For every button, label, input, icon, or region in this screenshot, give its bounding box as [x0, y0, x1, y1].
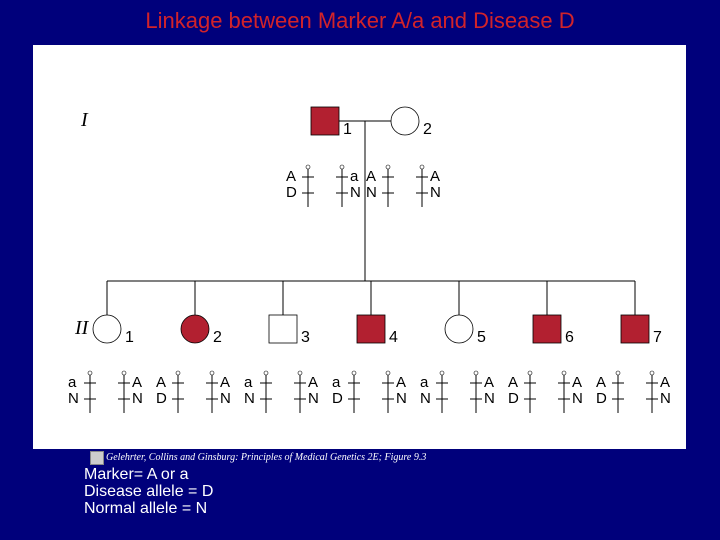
- allele-label: a: [332, 374, 340, 391]
- allele-label: A: [366, 168, 376, 185]
- allele-label: N: [350, 184, 361, 201]
- allele-label: A: [286, 168, 296, 185]
- slide-stage: Linkage between Marker A/a and Disease D…: [0, 0, 720, 540]
- allele-label: A: [596, 374, 606, 391]
- allele-label: A: [430, 168, 440, 185]
- allele-label: A: [396, 374, 406, 391]
- allele-label: N: [132, 390, 143, 407]
- person-number: 5: [477, 329, 486, 347]
- allele-label: D: [508, 390, 519, 407]
- allele-label: D: [156, 390, 167, 407]
- allele-label: a: [68, 374, 76, 391]
- citation-icon: [90, 451, 104, 465]
- allele-label: a: [420, 374, 428, 391]
- person-number: 1: [125, 329, 134, 347]
- allele-label: N: [484, 390, 495, 407]
- person-number: 2: [213, 329, 222, 347]
- person-number: 2: [423, 121, 432, 139]
- allele-label: N: [244, 390, 255, 407]
- generation-label: II: [75, 317, 88, 340]
- pedigree-canvas: III1AaDN2AANN1aANN2AADN3aANN4aADN5aANN6A…: [33, 45, 686, 449]
- person-number: 3: [301, 329, 310, 347]
- allele-label: A: [484, 374, 494, 391]
- allele-label: N: [220, 390, 231, 407]
- person-number: 6: [565, 329, 574, 347]
- allele-label: N: [572, 390, 583, 407]
- generation-label: I: [81, 109, 88, 132]
- caption-line: Marker= A or a: [84, 466, 189, 483]
- allele-label: D: [332, 390, 343, 407]
- caption-line: Disease allele = D: [84, 483, 213, 500]
- allele-label: A: [308, 374, 318, 391]
- allele-label: a: [244, 374, 252, 391]
- allele-label: A: [508, 374, 518, 391]
- person-number: 4: [389, 329, 398, 347]
- slide-title: Linkage between Marker A/a and Disease D: [0, 8, 720, 34]
- caption-block: Marker= A or aDisease allele = DNormal a…: [84, 466, 213, 517]
- person-number: 7: [653, 329, 662, 347]
- allele-label: D: [286, 184, 297, 201]
- caption-line: Normal allele = N: [84, 500, 207, 517]
- allele-label: A: [156, 374, 166, 391]
- allele-label: A: [572, 374, 582, 391]
- pedigree-svg: [33, 45, 686, 449]
- allele-label: A: [132, 374, 142, 391]
- allele-label: A: [660, 374, 670, 391]
- allele-label: a: [350, 168, 358, 185]
- allele-label: N: [660, 390, 671, 407]
- allele-label: N: [308, 390, 319, 407]
- allele-label: N: [430, 184, 441, 201]
- allele-label: N: [420, 390, 431, 407]
- allele-label: N: [396, 390, 407, 407]
- person-number: 1: [343, 121, 352, 139]
- allele-label: N: [68, 390, 79, 407]
- allele-label: N: [366, 184, 377, 201]
- citation-text: Gelehrter, Collins and Ginsburg: Princip…: [106, 452, 426, 463]
- allele-label: A: [220, 374, 230, 391]
- allele-label: D: [596, 390, 607, 407]
